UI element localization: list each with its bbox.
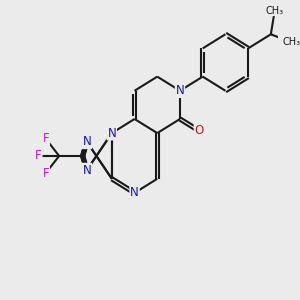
Text: N: N [176, 84, 184, 97]
Text: N: N [107, 127, 116, 140]
Text: N: N [130, 186, 139, 200]
Text: O: O [194, 124, 204, 137]
Text: F: F [35, 149, 42, 162]
Text: F: F [43, 132, 49, 146]
Text: CH₃: CH₃ [283, 38, 300, 47]
Text: CH₃: CH₃ [266, 6, 284, 16]
Text: N: N [82, 135, 91, 148]
Text: N: N [82, 164, 91, 177]
Text: F: F [43, 167, 49, 179]
